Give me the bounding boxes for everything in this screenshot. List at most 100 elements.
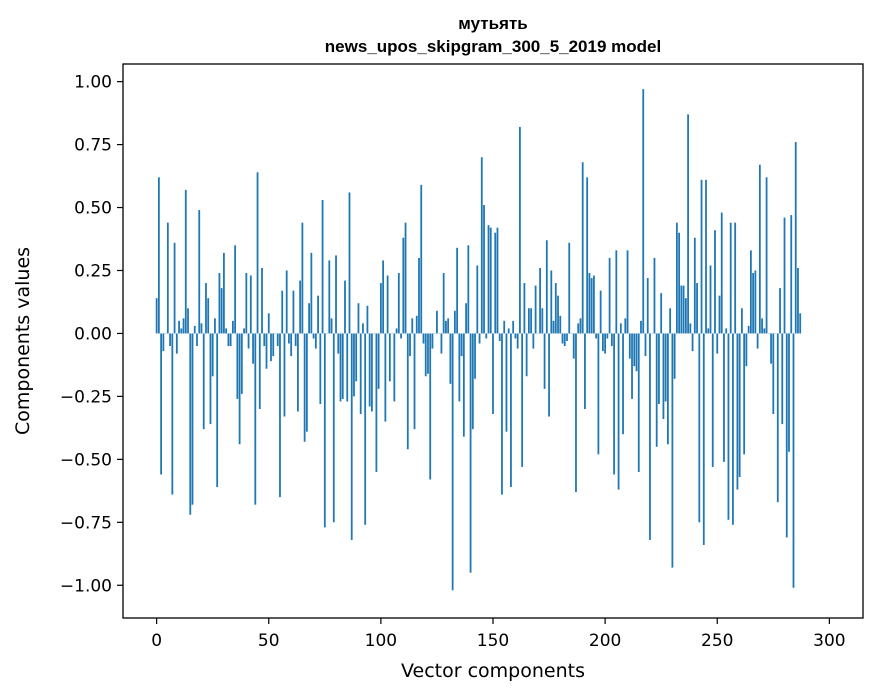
bar [792, 333, 795, 588]
x-axis: 0 50 100 150 200 250 300 [151, 618, 846, 651]
bar [680, 285, 683, 334]
bar [765, 177, 768, 334]
bar [667, 333, 669, 445]
bar [662, 333, 665, 420]
bar [187, 308, 189, 334]
bar [402, 237, 405, 334]
bar [310, 252, 313, 334]
bar [205, 283, 207, 334]
bar [456, 247, 459, 334]
bar [705, 179, 707, 334]
bar [693, 237, 696, 334]
bar [671, 333, 674, 568]
bar [355, 333, 358, 382]
bar [429, 333, 432, 480]
x-tick-label: 100 [365, 631, 397, 651]
bar [790, 215, 793, 334]
bar [231, 320, 234, 334]
bar [723, 333, 725, 462]
bar [779, 288, 781, 334]
bar [601, 333, 604, 352]
bar [489, 227, 492, 334]
bar [368, 333, 371, 407]
bar [781, 333, 784, 425]
bar [543, 333, 546, 389]
bar [521, 333, 524, 467]
bar [593, 275, 595, 334]
bar [413, 333, 416, 430]
bar [626, 250, 629, 334]
bar [501, 333, 503, 495]
bar [234, 245, 237, 334]
bar [189, 333, 192, 515]
bar [758, 164, 761, 334]
bar [599, 290, 602, 334]
bar [404, 222, 407, 334]
bar [541, 308, 544, 334]
bar [330, 318, 333, 334]
bar [169, 333, 171, 347]
bar [581, 162, 584, 334]
bar [545, 240, 548, 334]
bar [397, 273, 400, 334]
bar [756, 333, 759, 349]
bar [534, 285, 537, 334]
bar [216, 333, 219, 488]
bar [218, 273, 221, 334]
bar [249, 275, 252, 334]
bar [557, 295, 559, 334]
bar [783, 217, 786, 334]
x-tick-label: 150 [477, 631, 509, 651]
x-tick-label: 0 [151, 631, 162, 651]
bar [256, 172, 259, 334]
bar [281, 290, 284, 334]
bar [525, 333, 528, 377]
bar [191, 333, 194, 505]
bar [617, 333, 620, 490]
bar [550, 270, 553, 334]
bar [267, 313, 270, 334]
bar [660, 293, 663, 334]
bar [707, 328, 710, 334]
bar [696, 283, 698, 334]
bar [785, 333, 788, 538]
bar [494, 232, 497, 334]
bar [202, 333, 205, 430]
bar [635, 333, 638, 372]
bar [532, 333, 535, 349]
bar [301, 222, 304, 334]
bar [637, 333, 640, 472]
bar [424, 333, 427, 377]
bar [283, 333, 286, 417]
bar [597, 333, 600, 455]
bar [749, 250, 752, 334]
bar [503, 320, 506, 334]
bar [586, 177, 589, 334]
bar [431, 333, 434, 349]
bar [561, 333, 564, 344]
bar [453, 310, 456, 334]
bar [714, 230, 716, 334]
bar [227, 333, 230, 347]
bar [595, 333, 598, 339]
bar [720, 212, 723, 334]
bar [474, 333, 476, 379]
bar [157, 177, 160, 334]
bar [615, 250, 618, 334]
bar [568, 242, 571, 334]
bar [272, 333, 275, 357]
bar [364, 333, 367, 525]
bar [698, 333, 701, 523]
bar [276, 333, 279, 347]
plot-frame [122, 63, 864, 619]
bar [483, 205, 485, 334]
bars-group [155, 89, 802, 591]
bar [575, 333, 577, 493]
bar [608, 257, 611, 334]
bar [776, 333, 779, 503]
bar [319, 333, 322, 404]
bar [229, 333, 232, 347]
bar [496, 227, 499, 334]
bar [357, 303, 360, 334]
bar [247, 333, 250, 349]
